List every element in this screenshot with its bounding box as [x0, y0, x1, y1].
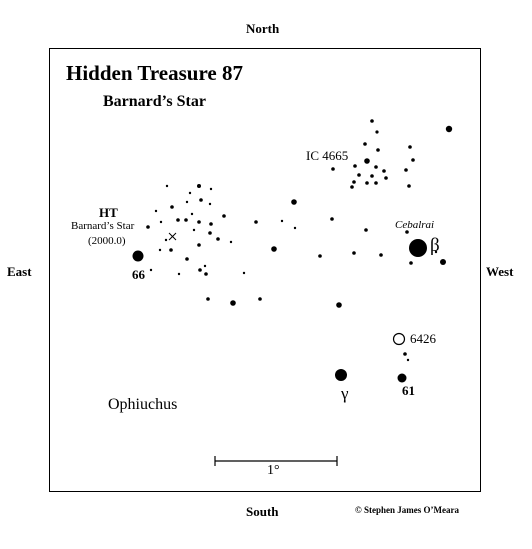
star	[160, 221, 162, 223]
star	[408, 145, 412, 149]
star	[291, 199, 297, 205]
star	[209, 203, 211, 205]
label-ht: HT	[99, 205, 118, 221]
star	[374, 181, 378, 185]
label-61: 61	[402, 383, 415, 399]
star	[294, 227, 296, 229]
star	[404, 168, 408, 172]
label-66: 66	[132, 267, 145, 283]
star	[186, 201, 188, 203]
star	[370, 174, 374, 178]
star	[170, 205, 174, 209]
star	[197, 220, 201, 224]
star	[178, 273, 180, 275]
star	[216, 237, 220, 241]
star	[254, 220, 258, 224]
label-gamma: γ	[341, 384, 349, 404]
star	[155, 210, 157, 212]
label-ic4665: IC 4665	[306, 148, 348, 164]
star	[352, 180, 356, 184]
star	[185, 257, 189, 261]
star	[357, 173, 361, 177]
label-barnards-star: Barnard’s Star	[71, 220, 134, 232]
star	[210, 188, 212, 190]
star	[258, 297, 262, 301]
star	[409, 239, 427, 257]
star	[146, 225, 150, 229]
star	[150, 269, 152, 271]
label-north: North	[246, 21, 279, 37]
star	[335, 369, 347, 381]
star	[204, 272, 208, 276]
label-ophiuchus: Ophiuchus	[108, 396, 177, 414]
star	[382, 169, 386, 173]
star	[446, 126, 452, 132]
star	[189, 192, 191, 194]
star	[176, 218, 180, 222]
star	[398, 374, 407, 383]
label-cebalrai: Cebalrai	[395, 219, 434, 231]
star	[197, 184, 201, 188]
star	[165, 239, 167, 241]
star	[411, 158, 415, 162]
star	[374, 165, 378, 169]
barnards-star-marker	[169, 233, 176, 240]
star	[331, 167, 335, 171]
star	[222, 214, 226, 218]
star	[403, 352, 407, 356]
star	[353, 164, 357, 168]
label-east: East	[7, 264, 32, 280]
star	[133, 251, 144, 262]
star	[204, 265, 206, 267]
star	[209, 222, 213, 226]
label-6426: 6426	[410, 331, 436, 347]
star	[370, 119, 374, 123]
star	[318, 254, 322, 258]
label-scale: 1°	[267, 463, 280, 479]
star	[193, 229, 195, 231]
star	[407, 184, 411, 188]
star	[243, 272, 245, 274]
star	[336, 302, 342, 308]
star	[407, 359, 409, 361]
star	[271, 246, 277, 252]
star	[198, 268, 202, 272]
map-title: Hidden Treasure 87	[66, 61, 243, 86]
star	[191, 213, 193, 215]
star	[166, 185, 168, 187]
star	[384, 176, 388, 180]
star	[230, 241, 232, 243]
star	[409, 261, 413, 265]
star	[365, 181, 369, 185]
star	[376, 148, 380, 152]
star	[375, 130, 378, 133]
star	[208, 231, 212, 235]
star	[352, 251, 356, 255]
label-south: South	[246, 504, 279, 520]
star	[199, 198, 203, 202]
map-subtitle: Barnard’s Star	[103, 93, 206, 111]
star	[364, 228, 368, 232]
credit: © Stephen James O’Meara	[355, 505, 459, 515]
label-beta: β	[430, 235, 440, 257]
star	[440, 259, 446, 265]
star	[169, 248, 173, 252]
star	[159, 249, 161, 251]
star	[350, 185, 354, 189]
star	[330, 217, 334, 221]
star	[230, 300, 236, 306]
star	[379, 253, 383, 257]
star	[281, 220, 283, 222]
star	[363, 142, 367, 146]
star	[206, 297, 210, 301]
ngc-6426-marker	[394, 334, 405, 345]
label-west: West	[486, 264, 513, 280]
star	[197, 243, 201, 247]
star	[364, 158, 370, 164]
label-epoch: (2000.0)	[88, 235, 126, 247]
star	[184, 218, 188, 222]
